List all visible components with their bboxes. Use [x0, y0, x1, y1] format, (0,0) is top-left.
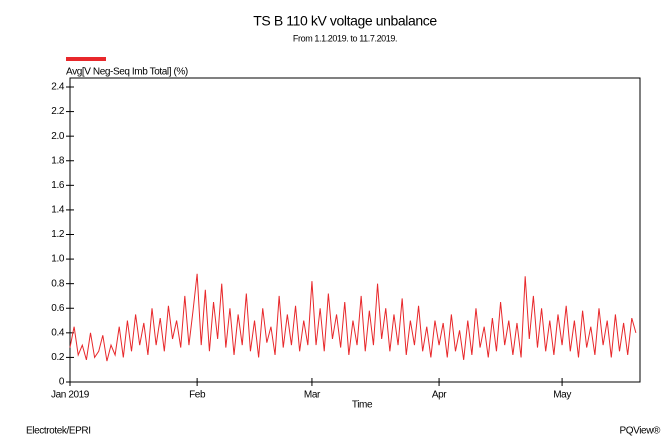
y-tick-label: 0: [59, 377, 65, 388]
y-tick-label: 0.2: [51, 352, 65, 363]
y-tick-label: 0.4: [51, 327, 65, 338]
x-tick-label: Feb: [189, 390, 206, 401]
y-tick-label: 0.6: [51, 303, 65, 314]
y-tick-label: 1.0: [51, 254, 65, 265]
x-tick-label: Apr: [432, 390, 447, 401]
chart-subtitle: From 1.1.2019. to 11.7.2019.: [293, 33, 397, 43]
y-tick-label: 2.2: [51, 106, 65, 117]
plot-frame: [69, 77, 641, 383]
legend-label: Avg[V Neg-Seq Imb Total] (%): [66, 67, 188, 78]
y-tick-label: 1.2: [51, 229, 65, 240]
x-axis-label: Time: [352, 400, 373, 411]
footer-right: PQView®: [619, 426, 661, 437]
y-tick-label: 0.8: [51, 278, 65, 289]
x-tick-label: Jan 2019: [51, 390, 90, 401]
x-tick-label: May: [553, 390, 571, 401]
y-tick-label: 1.6: [51, 180, 65, 191]
x-tick-label: Mar: [304, 390, 321, 401]
y-tick-label: 1.4: [51, 205, 65, 216]
chart-title: TS B 110 kV voltage unbalance: [253, 13, 437, 29]
y-tick-label: 2.0: [51, 131, 65, 142]
data-line: [69, 273, 637, 362]
y-tick-label: 2.4: [51, 82, 65, 93]
y-tick-label: 1.8: [51, 155, 65, 166]
footer-left: Electrotek/EPRI: [26, 426, 91, 437]
